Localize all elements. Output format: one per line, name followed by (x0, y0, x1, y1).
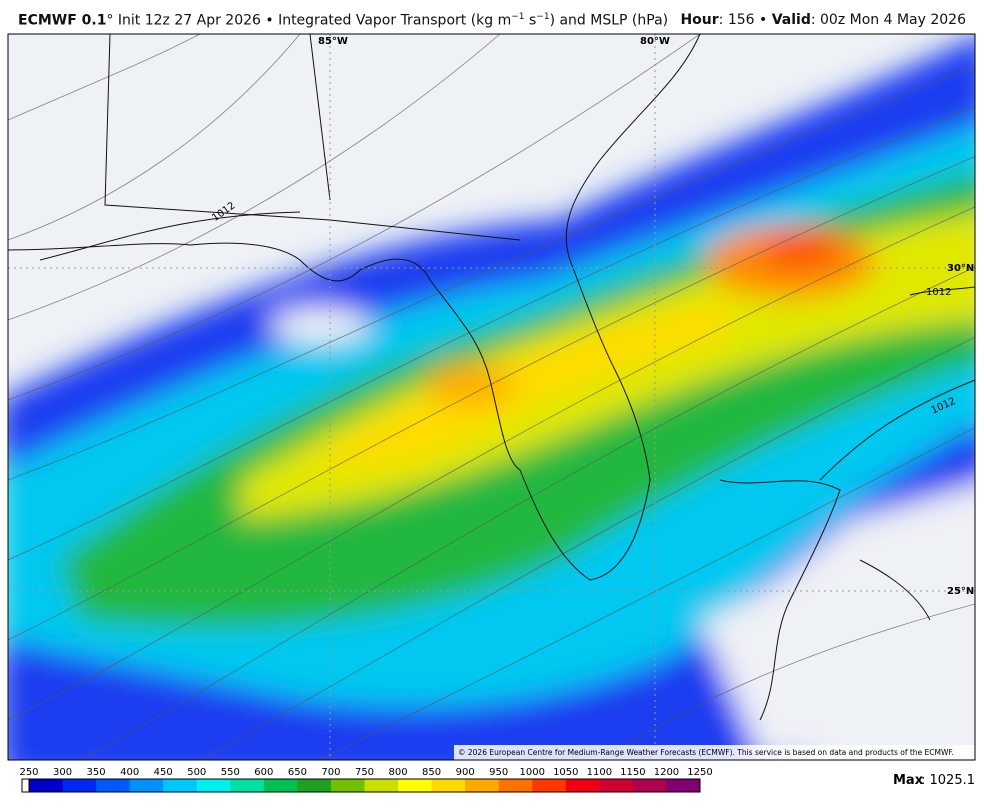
valid-time: Hour: 156 • Valid: 00z Mon 4 May 2026 (680, 12, 966, 28)
isobar-label: 1012 (926, 287, 951, 298)
colorbar-tick-label: 1250 (687, 767, 712, 778)
colorbar-frame (28, 778, 701, 793)
colorbar-tick-label: 1100 (587, 767, 612, 778)
colorbar-segment (196, 779, 231, 792)
title: ECMWF 0.1° Init 12z 27 Apr 2026 • Integr… (18, 12, 668, 29)
map-frame (7, 33, 976, 761)
max-label: Max (893, 773, 924, 788)
exponent: −1 (511, 12, 525, 22)
valid-value: : 00z Mon 4 May 2026 (810, 12, 966, 28)
max-value: : 1025.1 (921, 773, 975, 788)
colorbar-tick-label: 800 (389, 767, 408, 778)
streamlines (8, 34, 975, 760)
exponent: −1 (536, 12, 550, 22)
colorbar-segment (297, 779, 332, 792)
colorbar-segment (29, 779, 64, 792)
title-text: ° Init 12z 27 Apr 2026 • Integrated Vapo… (106, 12, 512, 29)
colorbar-tick-label: 350 (87, 767, 106, 778)
colorbar-segment (163, 779, 198, 792)
lat-label: 30°N (947, 263, 974, 274)
colorbar-segment (565, 779, 600, 792)
colorbar-tick-label: 900 (456, 767, 475, 778)
colorbar-segment (263, 779, 298, 792)
isobars (39, 211, 975, 481)
colorbar-segment (498, 779, 533, 792)
title-text: s (524, 12, 537, 29)
colorbar-segment (398, 779, 433, 792)
colorbar-tick-label: 300 (53, 767, 72, 778)
ivt-field (8, 37, 975, 760)
lon-label: 80°W (640, 36, 670, 47)
colorbar-tick-label: 650 (288, 767, 307, 778)
colorbar-tick-label: 450 (154, 767, 173, 778)
colorbar-tick-label: 1150 (620, 767, 645, 778)
model: ECMWF 0.1 (18, 12, 107, 29)
colorbar-segment (364, 779, 399, 792)
coastlines (8, 34, 931, 721)
colorbar-tick-label: 850 (422, 767, 441, 778)
colorbar-tick-label: 600 (254, 767, 273, 778)
lon-label: 85°W (318, 36, 348, 47)
colorbar-segment (96, 779, 131, 792)
colorbar-tick-label: 700 (321, 767, 340, 778)
colorbar-tick-label: 550 (221, 767, 240, 778)
colorbar-tick-label: 500 (187, 767, 206, 778)
title-text: ) and MSLP (hPa) (549, 12, 669, 29)
colorbar-segment (431, 779, 466, 792)
colorbar-segment (599, 779, 634, 792)
lat-label: 25°N (947, 586, 974, 597)
colorbar-tick-label: 1050 (553, 767, 578, 778)
colorbar-tick-label: 950 (489, 767, 508, 778)
credit: © 2026 European Centre for Medium-Range … (458, 748, 954, 757)
colorbar-tick-label: 1200 (654, 767, 679, 778)
map: 85°W 80°W 30°N 25°N 1012 1012 1012 © 202… (8, 34, 975, 760)
colorbar-segment (666, 779, 701, 792)
colorbar-tick-label: 250 (19, 767, 38, 778)
valid-label: Valid (771, 12, 811, 28)
colorbar-segment (465, 779, 500, 792)
colorbar-tick-label: 1000 (520, 767, 545, 778)
hour-value: : 156 • (718, 12, 772, 28)
colorbar-tick-label: 750 (355, 767, 374, 778)
hour-label: Hour (680, 12, 719, 28)
colorbar-tick-label: 400 (120, 767, 139, 778)
colorbar-segment (129, 779, 164, 792)
colorbar: 250 300 350 400 450 500 550 600 650 700 750 800 850 9… (19, 767, 713, 793)
colorbar-segment (330, 779, 365, 792)
colorbar-segment (62, 779, 97, 792)
colorbar-under (21, 778, 30, 793)
credit-box (454, 745, 975, 760)
colorbar-segment (632, 779, 667, 792)
colorbar-segment (230, 779, 265, 792)
colorbar-segment (532, 779, 567, 792)
